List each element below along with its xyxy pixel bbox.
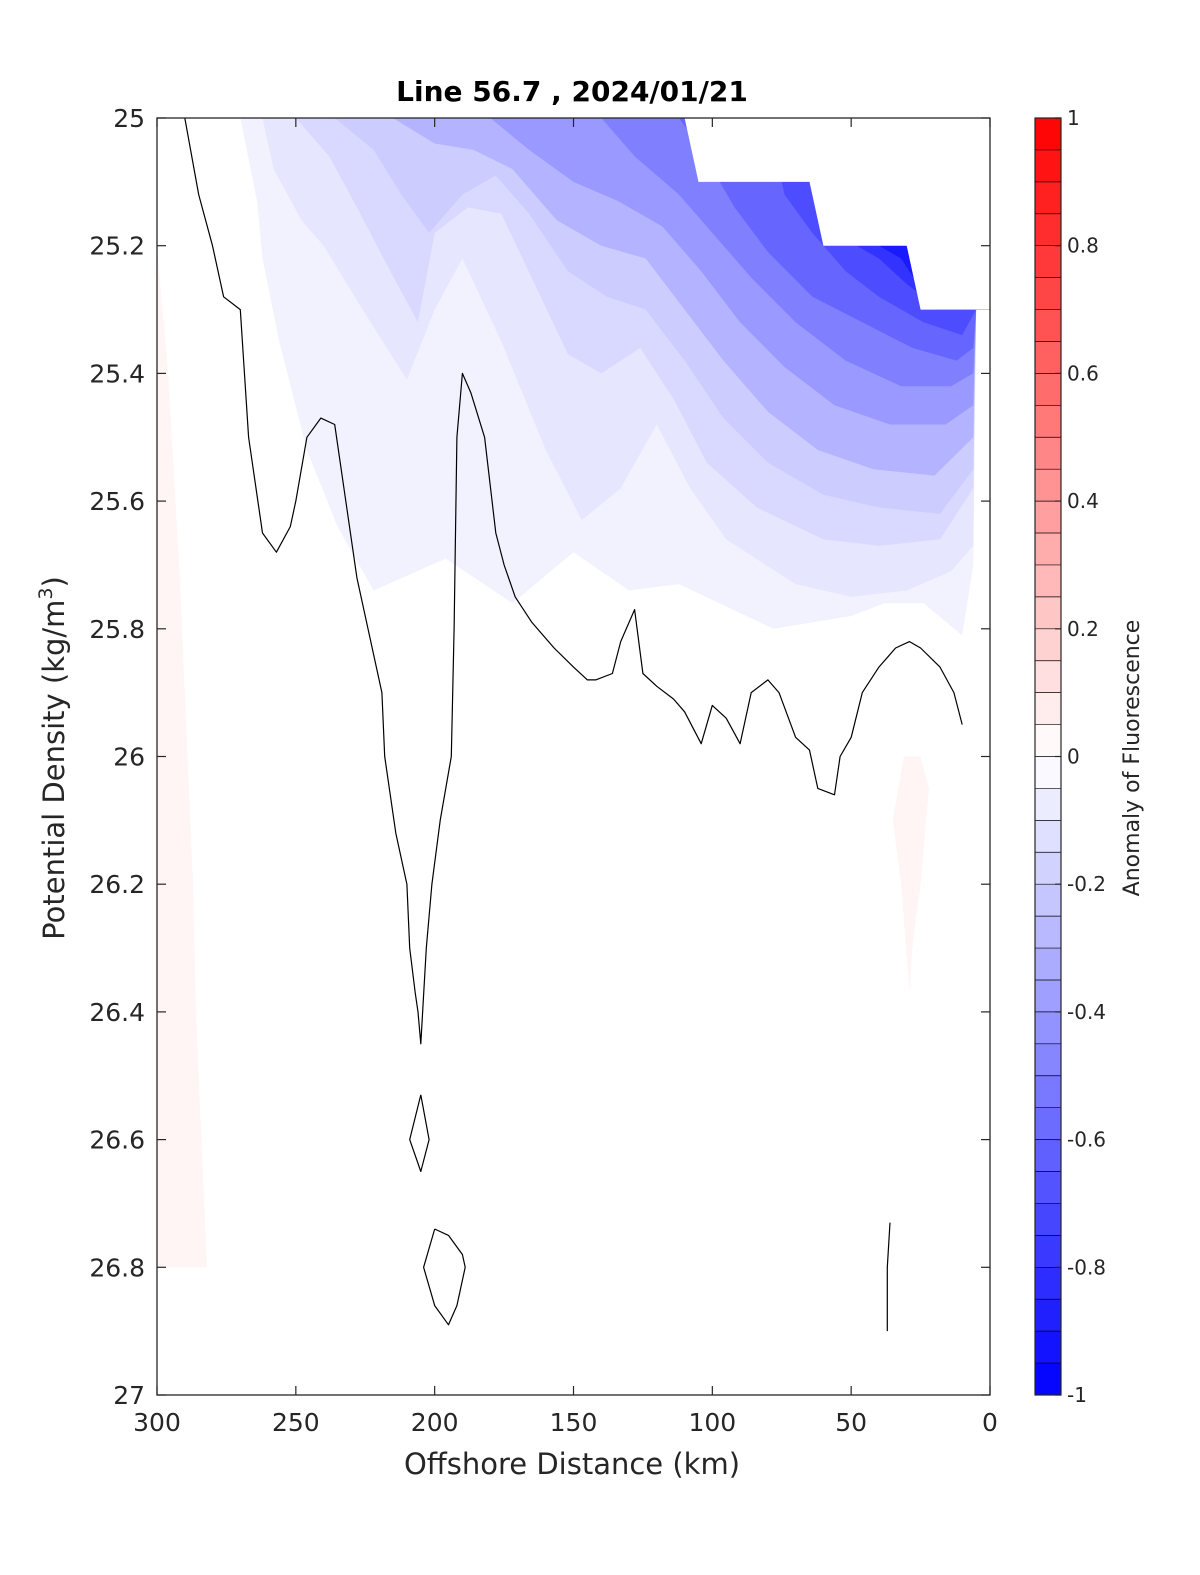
colorbar-segment-6	[1035, 309, 1061, 342]
colorbar-segment-2	[1035, 181, 1061, 215]
colorbar-segment-0	[1035, 118, 1061, 151]
colorbar-segment-33	[1035, 1171, 1061, 1204]
colorbar-segment-16	[1035, 628, 1061, 662]
y-axis-label-main: Potential Density (kg/m	[37, 600, 71, 940]
zero-contour-line-2	[423, 1228, 466, 1326]
positive-anomaly-fill-1	[892, 756, 929, 993]
colorbar-segment-7	[1035, 341, 1061, 374]
colorbar-segment-34	[1035, 1203, 1061, 1236]
colorbar-tick-label-7: -0.4	[1067, 1000, 1106, 1024]
colorbar-segment-3	[1035, 213, 1061, 247]
zero-contour-lines	[184, 118, 963, 1332]
contour-fills	[157, 118, 990, 1268]
colorbar-segment-29	[1035, 1043, 1061, 1077]
x-tick-label-4: 100	[688, 1408, 736, 1437]
colorbar-frame	[1034, 117, 1062, 1396]
y-tick-label-7: 26.4	[89, 998, 145, 1027]
y-tick-label-0: 25	[113, 104, 145, 133]
colorbar-segment-15	[1035, 596, 1061, 630]
colorbar-segment-21	[1035, 788, 1061, 821]
colorbar-segment-5	[1035, 277, 1061, 310]
colorbar-segment-23	[1035, 852, 1061, 885]
colorbar-segment-4	[1035, 245, 1061, 278]
x-tick-label-2: 200	[411, 1408, 459, 1437]
colorbar-segment-11	[1035, 469, 1061, 502]
colorbar-tick-label-2: 0.6	[1067, 361, 1099, 385]
y-tick-label-6: 26.2	[89, 870, 145, 899]
colorbar-segment-32	[1035, 1139, 1061, 1172]
x-tick-label-0: 300	[133, 1408, 181, 1437]
colorbar-tick-label-9: -0.8	[1067, 1255, 1106, 1279]
x-axis-label: Offshore Distance (km)	[404, 1447, 740, 1481]
colorbar-segment-8	[1035, 373, 1061, 406]
x-tick-label-3: 150	[550, 1408, 598, 1437]
y-axis-label-superscript: 3	[35, 587, 57, 599]
zero-contour-line-1	[409, 1094, 430, 1173]
colorbar-tick-label-4: 0.2	[1067, 617, 1099, 641]
colorbar-segment-18	[1035, 692, 1061, 725]
colorbar: 1 0.8 0.6 0.4 0.2 0 -0.2 -0.4 -0.6 -0.8 -1	[1035, 106, 1106, 1407]
colorbar-segment-22	[1035, 820, 1061, 853]
chart-title: Line 56.7 , 2024/01/21	[396, 75, 748, 108]
colorbar-segment-20	[1035, 756, 1061, 789]
no-data-region	[684, 118, 990, 310]
y-tick-label-9: 26.8	[89, 1253, 145, 1282]
axis-ticks: 300 250 200 150 100 50 0 25 25.2 25.4 25.6 25.8 26 26…	[89, 104, 998, 1437]
positive-anomaly-fill-0	[157, 245, 207, 1268]
colorbar-segment-13	[1035, 533, 1061, 566]
colorbar-segment-37	[1035, 1299, 1061, 1332]
y-axis-label-close: )	[37, 576, 71, 587]
x-tick-label-5: 50	[835, 1408, 867, 1437]
colorbar-segment-10	[1035, 437, 1061, 470]
colorbar-tick-label-8: -0.6	[1067, 1128, 1106, 1152]
colorbar-segment-19	[1035, 724, 1061, 757]
colorbar-tick-label-6: -0.2	[1067, 872, 1106, 896]
y-tick-label-1: 25.2	[89, 232, 145, 261]
colorbar-segment-25	[1035, 916, 1061, 949]
y-tick-label-5: 26	[113, 743, 145, 772]
colorbar-tick-label-5: 0	[1067, 745, 1080, 769]
colorbar-tick-label-3: 0.4	[1067, 489, 1099, 513]
colorbar-segment-24	[1035, 884, 1061, 917]
colorbar-label: Anomaly of Fluorescence	[1120, 620, 1145, 897]
x-tick-label-1: 250	[272, 1408, 320, 1437]
colorbar-segment-14	[1035, 564, 1061, 598]
colorbar-segment-9	[1035, 405, 1061, 438]
colorbar-segment-35	[1035, 1235, 1061, 1268]
colorbar-tick-label-1: 0.8	[1067, 234, 1099, 258]
y-tick-label-8: 26.6	[89, 1126, 145, 1155]
y-tick-label-4: 25.8	[89, 615, 145, 644]
colorbar-segment-30	[1035, 1075, 1061, 1108]
x-tick-label-6: 0	[982, 1408, 998, 1437]
y-tick-label-2: 25.4	[89, 359, 145, 388]
y-tick-label-3: 25.6	[89, 487, 145, 516]
colorbar-segment-27	[1035, 979, 1061, 1013]
colorbar-segment-28	[1035, 1011, 1061, 1045]
colorbar-segment-36	[1035, 1267, 1061, 1300]
colorbar-tick-label-0: 1	[1067, 106, 1080, 130]
colorbar-segment-31	[1035, 1107, 1061, 1140]
colorbar-segment-17	[1035, 660, 1061, 693]
y-axis-label: Potential Density (kg/m3)	[35, 576, 71, 940]
y-tick-label-10: 27	[113, 1381, 145, 1410]
zero-contour-line-0	[184, 118, 963, 1045]
colorbar-segment-12	[1035, 501, 1061, 534]
colorbar-segment-26	[1035, 948, 1061, 981]
zero-contour-line-3	[886, 1222, 891, 1332]
colorbar-segment-39	[1035, 1363, 1061, 1396]
colorbar-segment-38	[1035, 1331, 1061, 1364]
colorbar-tick-label-10: -1	[1067, 1383, 1087, 1407]
colorbar-segment-1	[1035, 149, 1061, 183]
